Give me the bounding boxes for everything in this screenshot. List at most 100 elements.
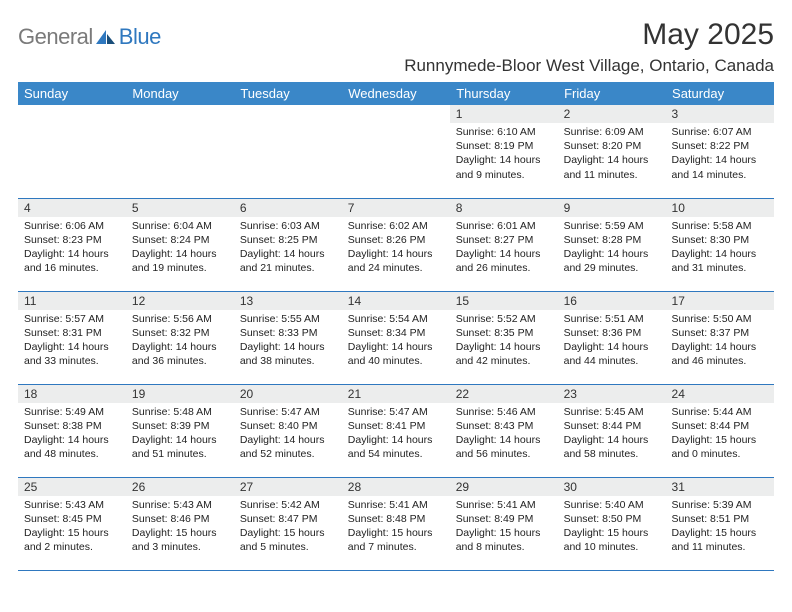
day-details: Sunrise: 5:54 AMSunset: 8:34 PMDaylight:… (342, 310, 450, 373)
day-number: 30 (558, 478, 666, 496)
day-details: Sunrise: 5:51 AMSunset: 8:36 PMDaylight:… (558, 310, 666, 373)
daylight-text: Daylight: 14 hours and 11 minutes. (564, 153, 660, 181)
day-details: Sunrise: 5:47 AMSunset: 8:41 PMDaylight:… (342, 403, 450, 466)
calendar-table: Sunday Monday Tuesday Wednesday Thursday… (18, 82, 774, 571)
sunset-text: Sunset: 8:19 PM (456, 139, 552, 153)
day-details: Sunrise: 5:58 AMSunset: 8:30 PMDaylight:… (666, 217, 774, 280)
day-number: 1 (450, 105, 558, 123)
sunrise-text: Sunrise: 5:42 AM (240, 498, 336, 512)
day-details: Sunrise: 6:10 AMSunset: 8:19 PMDaylight:… (450, 123, 558, 186)
calendar-day-cell: 20Sunrise: 5:47 AMSunset: 8:40 PMDayligh… (234, 384, 342, 477)
daylight-text: Daylight: 14 hours and 16 minutes. (24, 247, 120, 275)
daylight-text: Daylight: 14 hours and 24 minutes. (348, 247, 444, 275)
day-number: 16 (558, 292, 666, 310)
daylight-text: Daylight: 15 hours and 3 minutes. (132, 526, 228, 554)
sunrise-text: Sunrise: 6:01 AM (456, 219, 552, 233)
daylight-text: Daylight: 14 hours and 33 minutes. (24, 340, 120, 368)
daylight-text: Daylight: 14 hours and 38 minutes. (240, 340, 336, 368)
sunrise-text: Sunrise: 5:55 AM (240, 312, 336, 326)
month-title: May 2025 (404, 18, 774, 52)
calendar-day-cell: 28Sunrise: 5:41 AMSunset: 8:48 PMDayligh… (342, 477, 450, 570)
day-number: 10 (666, 199, 774, 217)
sunset-text: Sunset: 8:36 PM (564, 326, 660, 340)
calendar-day-cell: 11Sunrise: 5:57 AMSunset: 8:31 PMDayligh… (18, 291, 126, 384)
sunset-text: Sunset: 8:40 PM (240, 419, 336, 433)
day-number (234, 105, 342, 109)
sunset-text: Sunset: 8:38 PM (24, 419, 120, 433)
day-details: Sunrise: 5:50 AMSunset: 8:37 PMDaylight:… (666, 310, 774, 373)
logo-sail-icon (95, 29, 117, 45)
calendar-day-cell (342, 105, 450, 198)
day-details: Sunrise: 5:43 AMSunset: 8:45 PMDaylight:… (18, 496, 126, 559)
sunset-text: Sunset: 8:25 PM (240, 233, 336, 247)
calendar-day-cell: 23Sunrise: 5:45 AMSunset: 8:44 PMDayligh… (558, 384, 666, 477)
daylight-text: Daylight: 14 hours and 9 minutes. (456, 153, 552, 181)
sunrise-text: Sunrise: 5:45 AM (564, 405, 660, 419)
day-number: 7 (342, 199, 450, 217)
day-details: Sunrise: 5:52 AMSunset: 8:35 PMDaylight:… (450, 310, 558, 373)
daylight-text: Daylight: 14 hours and 44 minutes. (564, 340, 660, 368)
day-details: Sunrise: 5:41 AMSunset: 8:49 PMDaylight:… (450, 496, 558, 559)
sunrise-text: Sunrise: 5:40 AM (564, 498, 660, 512)
calendar-day-cell: 19Sunrise: 5:48 AMSunset: 8:39 PMDayligh… (126, 384, 234, 477)
day-number: 28 (342, 478, 450, 496)
sunset-text: Sunset: 8:33 PM (240, 326, 336, 340)
day-details: Sunrise: 6:02 AMSunset: 8:26 PMDaylight:… (342, 217, 450, 280)
sunrise-text: Sunrise: 5:47 AM (348, 405, 444, 419)
brand-logo: General Blue (18, 18, 161, 50)
sunset-text: Sunset: 8:47 PM (240, 512, 336, 526)
sunset-text: Sunset: 8:44 PM (672, 419, 768, 433)
day-details: Sunrise: 5:42 AMSunset: 8:47 PMDaylight:… (234, 496, 342, 559)
daylight-text: Daylight: 14 hours and 26 minutes. (456, 247, 552, 275)
calendar-day-cell (126, 105, 234, 198)
sunset-text: Sunset: 8:50 PM (564, 512, 660, 526)
daylight-text: Daylight: 14 hours and 36 minutes. (132, 340, 228, 368)
sunrise-text: Sunrise: 5:54 AM (348, 312, 444, 326)
daylight-text: Daylight: 14 hours and 42 minutes. (456, 340, 552, 368)
sunset-text: Sunset: 8:30 PM (672, 233, 768, 247)
calendar-day-cell: 4Sunrise: 6:06 AMSunset: 8:23 PMDaylight… (18, 198, 126, 291)
day-number: 4 (18, 199, 126, 217)
sunset-text: Sunset: 8:43 PM (456, 419, 552, 433)
daylight-text: Daylight: 15 hours and 8 minutes. (456, 526, 552, 554)
calendar-day-cell: 16Sunrise: 5:51 AMSunset: 8:36 PMDayligh… (558, 291, 666, 384)
sunrise-text: Sunrise: 6:02 AM (348, 219, 444, 233)
calendar-day-cell (18, 105, 126, 198)
day-details: Sunrise: 5:57 AMSunset: 8:31 PMDaylight:… (18, 310, 126, 373)
calendar-day-cell: 15Sunrise: 5:52 AMSunset: 8:35 PMDayligh… (450, 291, 558, 384)
calendar-day-cell: 13Sunrise: 5:55 AMSunset: 8:33 PMDayligh… (234, 291, 342, 384)
sunrise-text: Sunrise: 5:56 AM (132, 312, 228, 326)
calendar-day-cell: 3Sunrise: 6:07 AMSunset: 8:22 PMDaylight… (666, 105, 774, 198)
day-details: Sunrise: 5:40 AMSunset: 8:50 PMDaylight:… (558, 496, 666, 559)
daylight-text: Daylight: 14 hours and 46 minutes. (672, 340, 768, 368)
daylight-text: Daylight: 15 hours and 2 minutes. (24, 526, 120, 554)
day-number: 19 (126, 385, 234, 403)
day-details: Sunrise: 5:39 AMSunset: 8:51 PMDaylight:… (666, 496, 774, 559)
sunrise-text: Sunrise: 6:06 AM (24, 219, 120, 233)
weekday-header: Friday (558, 82, 666, 105)
calendar-day-cell: 10Sunrise: 5:58 AMSunset: 8:30 PMDayligh… (666, 198, 774, 291)
day-number: 18 (18, 385, 126, 403)
day-number: 27 (234, 478, 342, 496)
sunrise-text: Sunrise: 6:04 AM (132, 219, 228, 233)
calendar-week-row: 11Sunrise: 5:57 AMSunset: 8:31 PMDayligh… (18, 291, 774, 384)
day-details: Sunrise: 5:59 AMSunset: 8:28 PMDaylight:… (558, 217, 666, 280)
day-details: Sunrise: 6:03 AMSunset: 8:25 PMDaylight:… (234, 217, 342, 280)
day-details: Sunrise: 6:07 AMSunset: 8:22 PMDaylight:… (666, 123, 774, 186)
weekday-header: Wednesday (342, 82, 450, 105)
sunset-text: Sunset: 8:35 PM (456, 326, 552, 340)
sunrise-text: Sunrise: 5:49 AM (24, 405, 120, 419)
weekday-header-row: Sunday Monday Tuesday Wednesday Thursday… (18, 82, 774, 105)
calendar-day-cell: 24Sunrise: 5:44 AMSunset: 8:44 PMDayligh… (666, 384, 774, 477)
sunrise-text: Sunrise: 5:43 AM (132, 498, 228, 512)
calendar-day-cell: 12Sunrise: 5:56 AMSunset: 8:32 PMDayligh… (126, 291, 234, 384)
calendar-day-cell: 26Sunrise: 5:43 AMSunset: 8:46 PMDayligh… (126, 477, 234, 570)
daylight-text: Daylight: 15 hours and 5 minutes. (240, 526, 336, 554)
day-number: 9 (558, 199, 666, 217)
day-details: Sunrise: 5:44 AMSunset: 8:44 PMDaylight:… (666, 403, 774, 466)
calendar-day-cell: 7Sunrise: 6:02 AMSunset: 8:26 PMDaylight… (342, 198, 450, 291)
day-number (342, 105, 450, 109)
daylight-text: Daylight: 15 hours and 11 minutes. (672, 526, 768, 554)
daylight-text: Daylight: 14 hours and 48 minutes. (24, 433, 120, 461)
day-details: Sunrise: 5:45 AMSunset: 8:44 PMDaylight:… (558, 403, 666, 466)
